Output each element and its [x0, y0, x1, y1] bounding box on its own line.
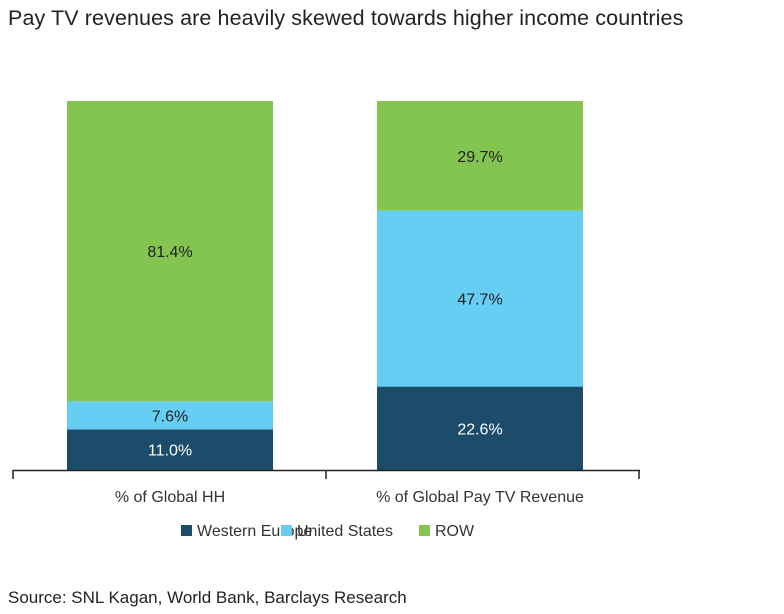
data-label: 47.7%	[457, 292, 502, 309]
category-label: % of Global HH	[115, 489, 225, 506]
legend-swatch	[181, 525, 192, 536]
source-note: Source: SNL Kagan, World Bank, Barclays …	[8, 588, 407, 607]
bar-segment-row	[377, 101, 583, 211]
data-label: 29.7%	[457, 149, 502, 166]
data-label: 11.0%	[148, 443, 192, 460]
data-label: 7.6%	[152, 408, 188, 425]
legend-label: Western Europe	[197, 523, 312, 540]
legend-swatch	[419, 525, 430, 536]
bar-segment-row	[67, 101, 273, 402]
bar-segment-western-europe	[67, 429, 273, 470]
category-label: % of Global Pay TV Revenue	[376, 489, 584, 506]
bar-segment-united-states	[377, 210, 583, 387]
data-label: 22.6%	[457, 421, 502, 438]
legend-swatch	[281, 525, 292, 536]
legend-label: ROW	[435, 523, 475, 540]
bar-segment-western-europe	[377, 386, 583, 470]
chart-title: Pay TV revenues are heavily skewed towar…	[8, 6, 684, 30]
data-label: 81.4%	[147, 244, 192, 261]
bar-segment-united-states	[67, 401, 273, 430]
legend-label: United States	[297, 523, 393, 540]
